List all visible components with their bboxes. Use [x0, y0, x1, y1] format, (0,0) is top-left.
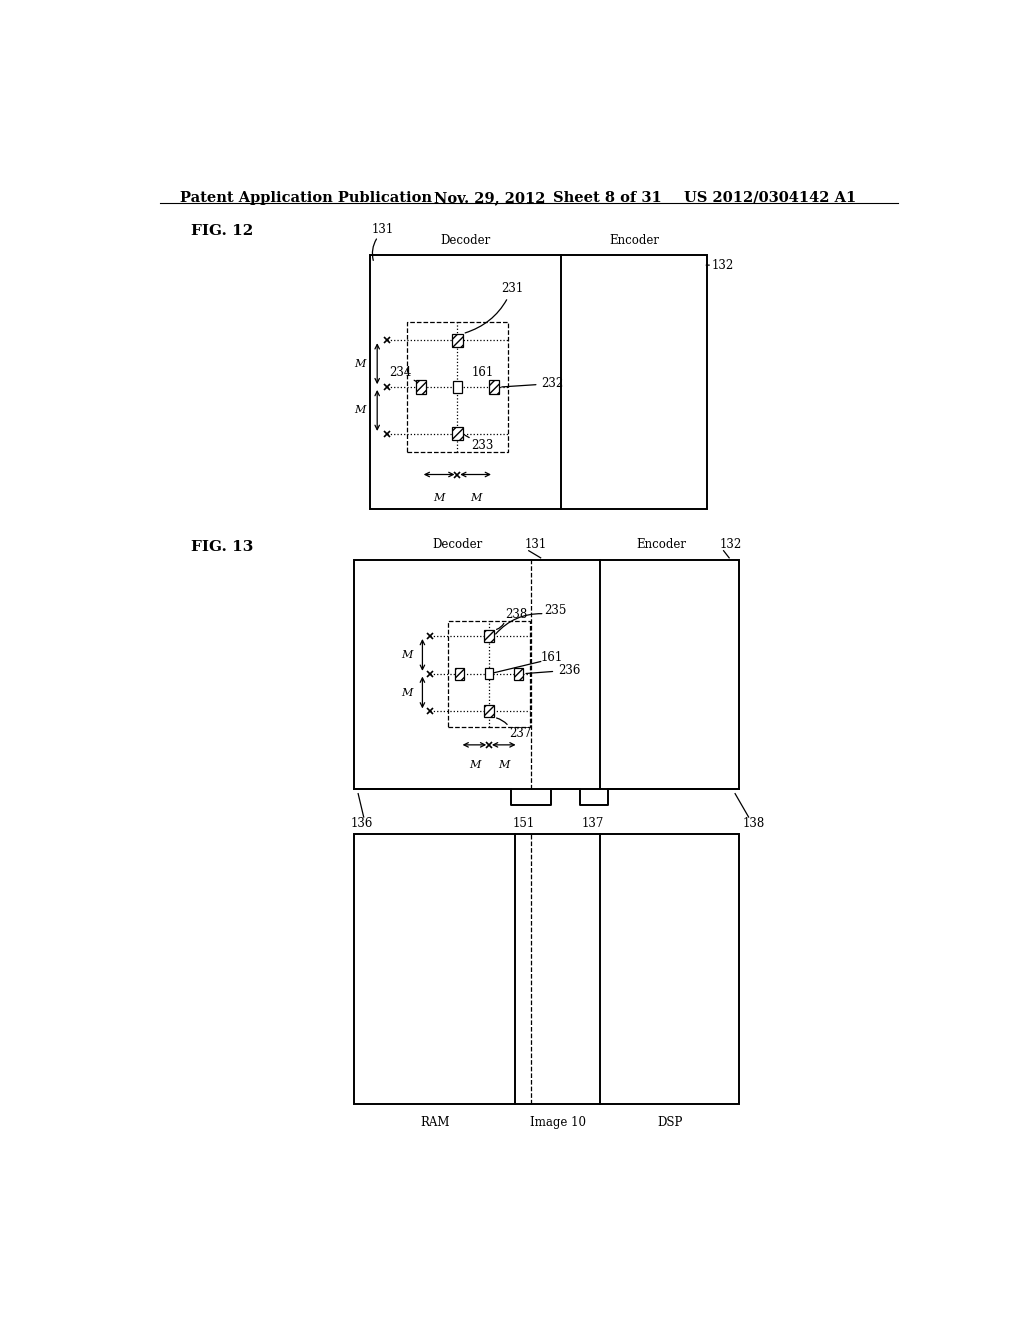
Text: 151: 151	[513, 817, 536, 830]
Text: 132: 132	[720, 537, 741, 550]
Text: M: M	[400, 649, 412, 660]
Text: Patent Application Publication: Patent Application Publication	[179, 191, 431, 205]
Text: 234: 234	[389, 366, 412, 379]
Text: 238: 238	[505, 609, 527, 620]
Text: M: M	[469, 760, 480, 770]
Text: 233: 233	[472, 440, 494, 451]
Text: 161: 161	[472, 366, 494, 379]
Text: DSP: DSP	[657, 1115, 682, 1129]
Bar	[455, 668, 465, 680]
Text: Sheet 8 of 31: Sheet 8 of 31	[553, 191, 662, 205]
Bar	[416, 380, 426, 393]
Text: 161: 161	[541, 651, 563, 664]
Bar	[484, 705, 494, 718]
Text: 132: 132	[712, 259, 733, 272]
Bar	[354, 834, 739, 1104]
Text: Image 10: Image 10	[529, 1115, 586, 1129]
Text: M: M	[400, 688, 412, 697]
Text: Decoder: Decoder	[440, 234, 490, 247]
Text: 131: 131	[372, 223, 394, 236]
Text: Encoder: Encoder	[609, 234, 658, 247]
Bar	[488, 380, 499, 393]
Text: 131: 131	[524, 537, 547, 550]
Bar	[447, 620, 530, 726]
Text: Nov. 29, 2012: Nov. 29, 2012	[433, 191, 545, 205]
Text: M: M	[470, 492, 481, 503]
Text: RAM: RAM	[420, 1115, 450, 1129]
Text: FIG. 13: FIG. 13	[191, 540, 254, 553]
Text: 138: 138	[743, 817, 765, 830]
Text: Decoder: Decoder	[432, 537, 482, 550]
Bar	[407, 322, 508, 453]
Text: 237: 237	[509, 726, 531, 739]
Text: 236: 236	[526, 664, 581, 677]
Bar	[453, 334, 463, 347]
Text: 235: 235	[545, 605, 567, 618]
Bar	[484, 668, 494, 680]
Bar	[370, 255, 708, 510]
Text: Encoder: Encoder	[637, 537, 687, 550]
Text: 136: 136	[350, 817, 373, 830]
Text: M: M	[433, 492, 444, 503]
Bar	[354, 560, 739, 788]
Text: 232: 232	[502, 378, 564, 391]
Bar	[484, 630, 494, 643]
Text: M: M	[354, 405, 366, 416]
Bar	[453, 381, 462, 392]
Text: M: M	[498, 760, 510, 770]
Bar	[514, 668, 523, 680]
Text: M: M	[354, 359, 366, 368]
Text: 137: 137	[582, 817, 604, 830]
Bar	[453, 428, 463, 441]
Text: FIG. 12: FIG. 12	[191, 224, 254, 239]
Text: 231: 231	[465, 281, 523, 333]
Text: US 2012/0304142 A1: US 2012/0304142 A1	[684, 191, 856, 205]
